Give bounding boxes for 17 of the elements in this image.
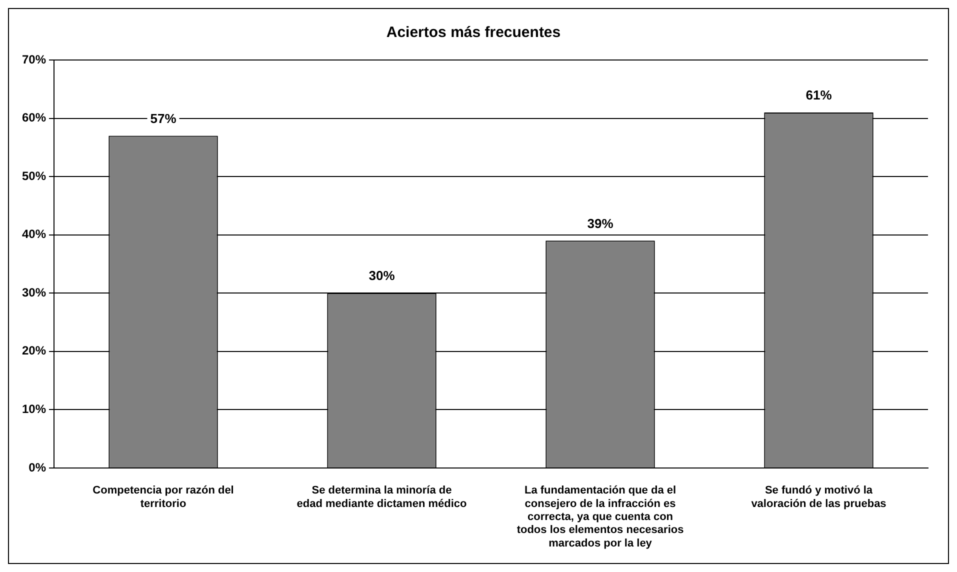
y-tick-label: 0% bbox=[28, 460, 46, 474]
y-tick-label: 40% bbox=[22, 227, 46, 242]
x-tick-label: Competencia por razón del territorio bbox=[92, 484, 234, 510]
y-tick-label: 20% bbox=[22, 344, 46, 358]
y-tick-label: 30% bbox=[22, 285, 46, 300]
y-tick-label: 70% bbox=[22, 52, 46, 66]
y-tick-label: 10% bbox=[22, 402, 46, 416]
x-tick-label: La fundamentación que da el consejero de la infracción es correcta, ya que cuenta con todos los elementos necesarios marcados por la ley bbox=[516, 484, 684, 550]
x-tick-label: Se fundó y motivó la valoración de las pruebas bbox=[751, 484, 886, 510]
data-label: 57% bbox=[150, 110, 177, 126]
data-label: 61% bbox=[806, 88, 832, 103]
x-tick-label: Se determina la minoría de edad mediante dictamen médico bbox=[296, 484, 468, 510]
data-label: 30% bbox=[368, 268, 396, 284]
y-tick-label: 60% bbox=[22, 110, 46, 125]
data-label: 39% bbox=[587, 216, 614, 231]
chart-title: Aciertos más frecuentes bbox=[386, 24, 561, 42]
y-tick-label: 50% bbox=[22, 168, 46, 183]
